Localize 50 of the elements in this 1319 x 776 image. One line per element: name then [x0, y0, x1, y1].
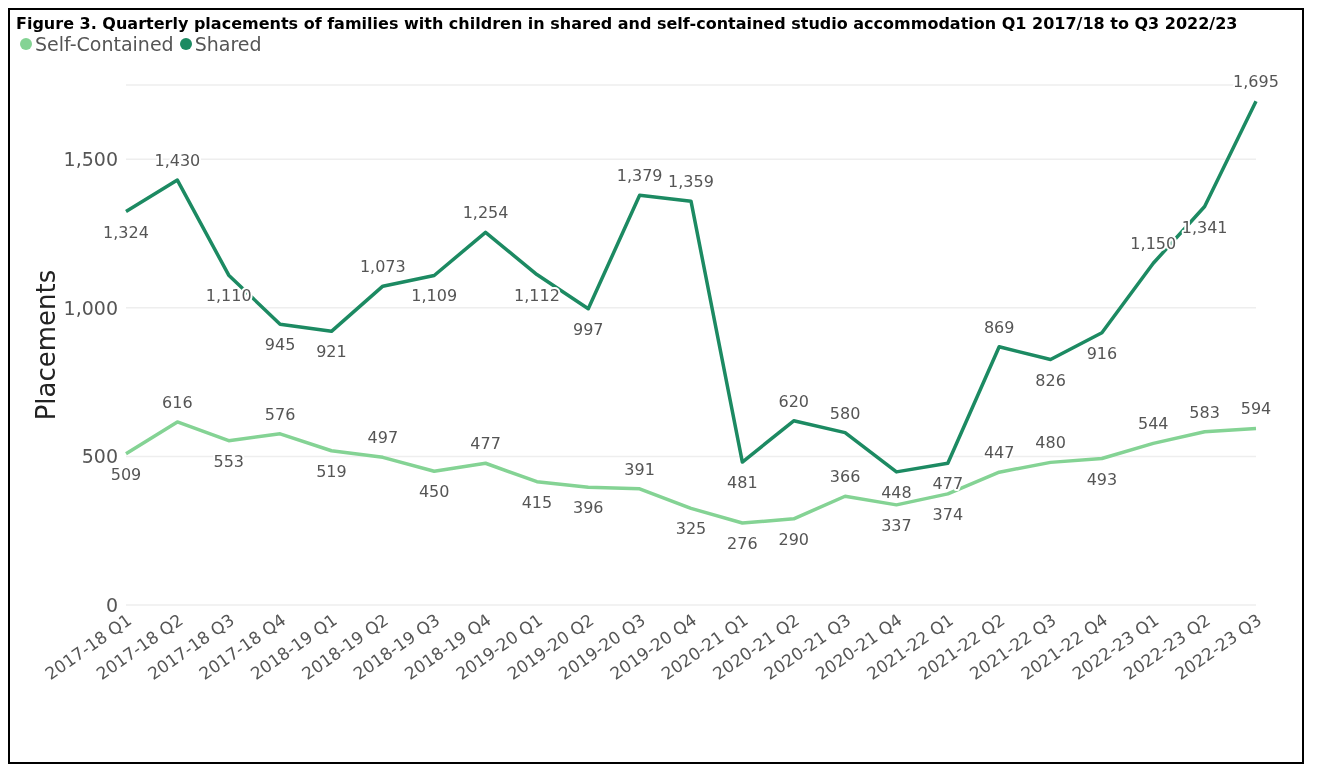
data-label: 337 — [881, 515, 912, 535]
y-tick-label: 1,000 — [63, 296, 118, 319]
chart-title: Figure 3. Quarterly placements of families with children in shared and self-contained studio accommodation Q1 2017/18 to Q3 2022/23 — [16, 14, 1239, 33]
data-label: 1,109 — [411, 286, 458, 306]
data-label: 1,073 — [359, 257, 406, 277]
y-axis-title: Placements — [31, 269, 62, 421]
data-label: 497 — [367, 428, 399, 448]
data-label: 493 — [1086, 469, 1118, 489]
data-label: 477 — [470, 434, 501, 454]
data-label: 997 — [573, 319, 604, 339]
data-label: 583 — [1189, 402, 1220, 422]
data-label: 1,254 — [462, 203, 509, 223]
y-tick-label: 0 — [105, 593, 118, 616]
data-label: 945 — [264, 335, 296, 355]
data-label: 366 — [829, 467, 861, 487]
data-label: 1,324 — [103, 222, 149, 242]
data-label: 826 — [1035, 370, 1066, 390]
data-label: 448 — [881, 482, 912, 502]
data-label: 447 — [983, 443, 1015, 463]
data-label: 391 — [624, 459, 655, 479]
data-label: 481 — [727, 473, 758, 493]
data-label: 620 — [778, 391, 809, 411]
data-label: 616 — [162, 392, 193, 412]
data-label: 325 — [675, 519, 707, 539]
data-label: 477 — [932, 474, 964, 494]
data-label: 374 — [932, 504, 964, 524]
data-label: 553 — [213, 451, 244, 471]
data-label: 594 — [1240, 399, 1272, 419]
data-label: 1,112 — [514, 285, 560, 305]
data-label: 869 — [983, 317, 1015, 337]
data-label: 1,379 — [616, 166, 663, 186]
data-label: 1,695 — [1233, 72, 1279, 92]
data-label: 450 — [418, 482, 450, 502]
data-label: 415 — [521, 492, 553, 512]
data-label: 580 — [829, 403, 861, 423]
data-label: 544 — [1138, 414, 1169, 434]
data-label: 576 — [264, 404, 296, 424]
legend-label: Self-Contained — [34, 33, 174, 55]
data-label: 480 — [1035, 433, 1066, 453]
data-label: 916 — [1086, 343, 1118, 363]
data-label: 276 — [727, 533, 758, 553]
data-label: 290 — [778, 529, 809, 549]
y-tick-label: 1,500 — [63, 148, 118, 171]
data-label: 1,359 — [668, 172, 714, 192]
legend-label: Shared — [193, 33, 262, 55]
data-label: 519 — [316, 461, 347, 481]
data-label: 1,430 — [154, 151, 201, 171]
data-label: 396 — [573, 498, 604, 518]
data-label: 921 — [316, 342, 347, 362]
data-label: 1,110 — [205, 286, 252, 306]
